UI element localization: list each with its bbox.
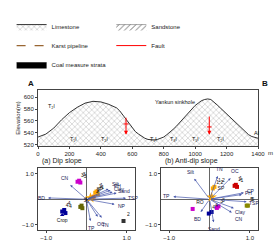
svg-text:TSP: TSP (128, 195, 138, 201)
svg-text:A: A (28, 79, 34, 88)
svg-text:T₂l: T₂l (217, 136, 224, 142)
svg-text:T₃l: T₃l (170, 136, 177, 142)
svg-text:PH: PH (114, 183, 121, 189)
svg-text:5: 5 (250, 196, 253, 202)
svg-text:T₁l: T₁l (70, 136, 76, 142)
svg-text:Crop: Crop (57, 217, 68, 223)
svg-text:4: 4 (69, 203, 72, 209)
svg-text:BD: BD (38, 195, 45, 201)
svg-text:4: 4 (66, 202, 69, 208)
svg-text:560: 560 (24, 118, 35, 124)
svg-text:1: 1 (99, 183, 102, 189)
svg-text:600: 600 (127, 151, 138, 157)
svg-text:SP: SP (218, 185, 225, 191)
svg-text:−1.0: −1.0 (163, 235, 176, 241)
svg-text:Silt: Silt (112, 181, 120, 187)
svg-text:600: 600 (24, 94, 35, 100)
svg-text:TN: TN (216, 166, 223, 172)
svg-text:2: 2 (97, 187, 100, 193)
svg-text:2: 2 (96, 188, 99, 194)
svg-text:Fault: Fault (151, 43, 165, 49)
svg-text:TP: TP (163, 193, 170, 199)
svg-text:1.0: 1.0 (149, 171, 158, 177)
svg-text:PH: PH (245, 190, 252, 196)
svg-text:Clay: Clay (114, 186, 125, 192)
svg-text:OC: OC (97, 221, 105, 227)
svg-text:T₂l: T₂l (101, 136, 108, 142)
svg-text:200: 200 (64, 151, 75, 157)
svg-text:1: 1 (100, 182, 103, 188)
svg-text:1: 1 (101, 184, 104, 190)
svg-text:4: 4 (215, 202, 218, 208)
svg-text:T₂l: T₂l (48, 103, 55, 109)
svg-text:1.0: 1.0 (123, 235, 132, 241)
svg-text:540: 540 (24, 130, 35, 136)
svg-text:CN: CN (235, 216, 243, 222)
svg-text:5: 5 (251, 196, 254, 202)
svg-text:CN: CN (61, 175, 69, 181)
svg-text:TSP: TSP (249, 200, 259, 206)
svg-text:Elevation(m): Elevation(m) (15, 101, 21, 135)
svg-text:1: 1 (238, 176, 241, 182)
svg-text:1000: 1000 (188, 151, 202, 157)
svg-text:1.0: 1.0 (246, 235, 255, 241)
svg-text:Al: Al (254, 130, 259, 136)
svg-text:−1.0: −1.0 (40, 235, 53, 241)
svg-text:1.0: 1.0 (25, 171, 34, 177)
svg-text:0: 0 (36, 151, 40, 157)
svg-text:1,2: 1,2 (218, 177, 225, 183)
svg-text:4: 4 (212, 204, 215, 210)
svg-text:Karst pipeline: Karst pipeline (52, 43, 89, 49)
svg-text:4: 4 (68, 200, 71, 206)
svg-text:1,2: 1,2 (216, 179, 223, 185)
svg-text:800: 800 (159, 151, 170, 157)
svg-text:3: 3 (220, 198, 223, 204)
svg-text:1: 1 (241, 177, 244, 183)
svg-text:Yankun sinkhole: Yankun sinkhole (155, 99, 195, 105)
svg-text:5: 5 (84, 197, 87, 203)
svg-text:5: 5 (85, 196, 88, 202)
svg-text:−1.0: −1.0 (22, 222, 35, 228)
svg-text:TP: TP (88, 225, 95, 231)
svg-text:−1.0: −1.0 (145, 222, 158, 228)
svg-text:3: 3 (222, 197, 225, 203)
svg-text:1200: 1200 (220, 151, 234, 157)
svg-text:Sand: Sand (118, 188, 130, 194)
svg-text:3: 3 (81, 172, 84, 178)
svg-text:Sandstone: Sandstone (151, 24, 180, 30)
svg-text:580: 580 (24, 106, 35, 112)
svg-text:Clay: Clay (235, 209, 246, 215)
svg-text:NP: NP (118, 203, 126, 209)
svg-text:B: B (262, 79, 268, 88)
svg-text:2: 2 (127, 211, 130, 217)
svg-text:T₁l: T₁l (150, 136, 156, 142)
svg-text:3: 3 (84, 173, 87, 179)
svg-text:SP: SP (96, 186, 103, 192)
svg-text:(a) Dip slope: (a) Dip slope (42, 157, 82, 165)
svg-text:Silt: Silt (187, 169, 195, 175)
svg-text:TN: TN (102, 222, 109, 228)
svg-text:RO: RO (196, 199, 204, 205)
svg-text:BD: BD (194, 216, 201, 222)
svg-text:Limestone: Limestone (52, 24, 80, 30)
svg-text:OC: OC (231, 168, 239, 174)
svg-text:5: 5 (86, 198, 89, 204)
svg-text:1400: 1400 (251, 151, 265, 157)
svg-text:400: 400 (96, 151, 107, 157)
svg-text:1: 1 (239, 175, 242, 181)
svg-text:3: 3 (83, 171, 86, 177)
svg-text:520: 520 (24, 142, 35, 148)
svg-text:Coal measure strata: Coal measure strata (52, 62, 107, 68)
svg-text:Sand: Sand (208, 226, 220, 232)
svg-text:T₁l: T₁l (192, 136, 198, 142)
svg-text:CP: CP (247, 188, 255, 194)
svg-text:(b) Anti-dip slope: (b) Anti-dip slope (165, 157, 218, 165)
svg-text:m: m (268, 150, 273, 156)
